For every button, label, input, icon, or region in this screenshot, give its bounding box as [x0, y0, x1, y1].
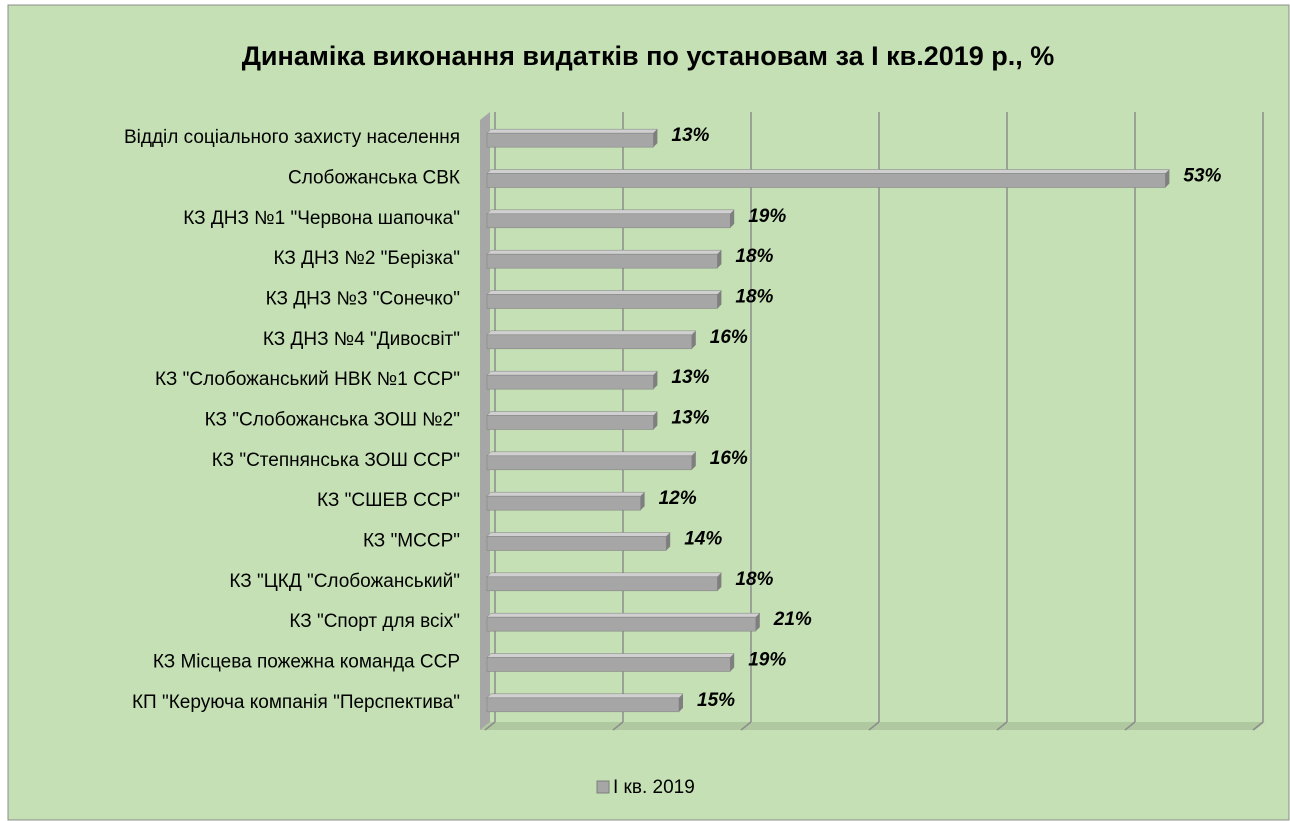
y-tick-label: КЗ "СШЕВ ССР" [317, 490, 460, 511]
bar [486, 132, 654, 148]
value-label: 19% [748, 206, 786, 227]
bar-top [486, 209, 735, 215]
value-label: 18% [735, 569, 773, 590]
value-label: 19% [748, 650, 786, 671]
value-label: 21% [773, 609, 812, 630]
bar-side [1165, 169, 1170, 188]
y-tick-label: КЗ "Слобожанський НВК №1 ССР" [155, 369, 460, 390]
bar-side [640, 492, 645, 511]
bar [486, 294, 718, 309]
bar [486, 213, 731, 229]
bar-top [486, 451, 697, 457]
value-label: 15% [697, 690, 735, 711]
value-label: 18% [735, 246, 773, 267]
bar [486, 415, 654, 430]
bar-side [691, 330, 696, 349]
bar-side [653, 411, 658, 430]
bar [486, 455, 693, 471]
bar-side [717, 290, 722, 309]
bar [486, 657, 731, 672]
grid-line-floor [484, 721, 496, 731]
bar-top [486, 572, 723, 578]
bar-top [486, 128, 659, 134]
bar-top [486, 249, 723, 255]
bar-side [653, 129, 658, 148]
grid-line-floor [740, 721, 752, 731]
grid-line-floor [1124, 721, 1136, 731]
value-label: 13% [671, 408, 709, 429]
bar-top [486, 169, 1171, 174]
legend-swatch [596, 780, 610, 794]
chart-title: Динаміка виконання видатків по установам… [242, 41, 1055, 71]
bar-side [653, 371, 658, 390]
value-label: 13% [671, 125, 709, 146]
bar [486, 374, 654, 390]
bar-top [486, 693, 684, 699]
value-label: 12% [659, 488, 697, 509]
bar-side [717, 250, 722, 269]
y-tick-label: Відділ соціального захисту населення [124, 127, 460, 148]
bar [486, 334, 693, 350]
y-tick-label: КЗ Місцева пожежна команда ССР [153, 652, 460, 673]
y-tick-label: КЗ "Спорт для всіх" [289, 611, 460, 632]
value-label: 16% [710, 448, 748, 469]
y-tick-label: КЗ ДНЗ №1 "Червона шапочка" [183, 208, 460, 229]
bar-side [666, 532, 671, 551]
bar-side [679, 693, 683, 712]
bar-top [486, 370, 659, 376]
bar [486, 616, 757, 632]
bar-top [486, 491, 646, 497]
y-tick-label: КП "Керуюча компанія "Перспектива" [132, 692, 460, 713]
value-label: 16% [710, 327, 748, 348]
bar [486, 495, 641, 511]
grid-line-floor [1252, 721, 1264, 731]
grid-line-floor [612, 721, 624, 731]
bar-top [486, 653, 735, 658]
grid-line-floor [868, 721, 880, 731]
grid-line-floor [996, 721, 1008, 731]
floor [480, 722, 1265, 730]
bar [486, 253, 718, 269]
bar [486, 173, 1166, 188]
bar-top [486, 290, 723, 295]
y-tick-label: КЗ ДНЗ №2 "Берізка" [273, 248, 460, 269]
y-tick-label: КЗ "Слобожанська ЗОШ №2" [205, 410, 460, 431]
bar-side [730, 653, 735, 672]
y-tick-label: КЗ "Степнянська ЗОШ ССР" [212, 450, 460, 471]
y-tick-label: Слобожанська СВК [288, 168, 460, 189]
bar-top [486, 612, 761, 618]
bar-side [730, 209, 735, 228]
bar-top [486, 411, 659, 416]
value-label: 13% [671, 367, 709, 388]
legend-label: І кв. 2019 [613, 777, 695, 798]
value-label: 53% [1183, 166, 1221, 187]
bar [486, 576, 718, 592]
y-tick-label: КЗ "МССР" [363, 531, 460, 552]
y-tick-label: КЗ "ЦКД "Слобожанський" [229, 571, 460, 592]
y-tick-label: КЗ ДНЗ №3 "Сонечко" [266, 289, 460, 310]
y-tick-label: КЗ ДНЗ №4 "Дивосвіт" [263, 329, 460, 350]
bar-top [486, 330, 697, 336]
value-label: 14% [684, 529, 722, 550]
bar-top [486, 532, 671, 537]
bar-side [755, 613, 760, 632]
bar-side [691, 451, 696, 470]
bar [486, 697, 680, 713]
value-label: 18% [735, 287, 773, 308]
bar [486, 536, 667, 551]
bar-side [717, 572, 722, 591]
